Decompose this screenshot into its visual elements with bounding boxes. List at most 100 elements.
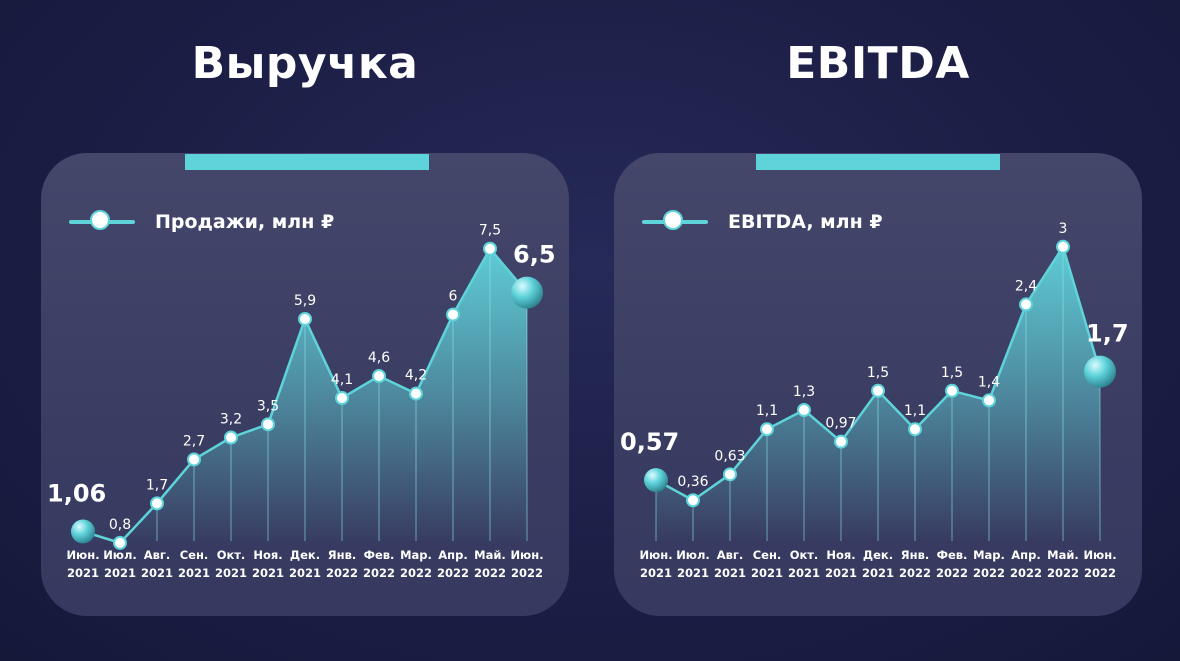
revenue-legend: Продажи, млн ₽ (69, 207, 334, 237)
x-tick-label-month: Апр. (438, 548, 467, 562)
x-tick-label-year: 2021 (67, 566, 99, 580)
highlight-point (1084, 355, 1116, 388)
data-point (298, 311, 312, 326)
x-tick-label-month: Янв. (328, 548, 356, 562)
x-tick-label-year: 2022 (936, 566, 968, 580)
ebitda-accent-bar (756, 154, 1000, 170)
x-tick-label-year: 2021 (141, 566, 173, 580)
x-tick-label-month: Фев. (937, 548, 968, 562)
highlight-point (511, 276, 543, 309)
x-tick-label-year: 2021 (677, 566, 709, 580)
x-tick-label-year: 2022 (326, 566, 358, 580)
revenue-panel: Выручка 1,06 0,8 1,7 2,7 3,2 3,5 5,9 4,1 4,6 4,2 6… (35, 0, 575, 661)
data-label: 0,36 (677, 474, 708, 490)
data-point (372, 369, 386, 384)
x-tick-label-month: Мар. (400, 548, 432, 562)
revenue-accent-bar (185, 154, 429, 170)
data-label: 6,5 (513, 241, 556, 269)
data-label: 1,3 (793, 384, 815, 400)
x-tick-label-year: 2022 (899, 566, 931, 580)
x-tick-label-month: Окт. (790, 548, 819, 562)
data-point (224, 430, 238, 445)
x-tick-label-month: Авг. (144, 548, 171, 562)
data-point (908, 422, 922, 437)
data-point (1056, 239, 1070, 254)
x-tick-label-month: Фев. (364, 548, 395, 562)
data-label: 3,2 (220, 412, 242, 428)
data-label: 0,57 (620, 428, 679, 456)
x-tick-label-month: Сен. (753, 548, 782, 562)
revenue-chart: 1,060,8 1,7 2,7 3,2 3,5 5,9 4,1 4,6 4,2 6 7,5 6,5 Ию… (47, 223, 556, 580)
data-point (446, 307, 460, 322)
x-tick-label-year: 2021 (825, 566, 857, 580)
x-tick-label-month: Июн. (1083, 548, 1116, 562)
data-label: 2,7 (183, 433, 205, 449)
data-label: 0,63 (714, 448, 745, 464)
data-point (483, 241, 497, 256)
x-tick-label-year: 2021 (640, 566, 672, 580)
ebitda-chart: 0,57 0,36 0,63 1,1 1,3 0,97 1,5 1,1 1,5 1,4 2,4 3 1,… (620, 221, 1129, 580)
x-tick-label-month: Янв. (901, 548, 929, 562)
x-tick-label-month: Май. (474, 548, 506, 562)
data-label: 7,5 (479, 223, 501, 239)
data-label: 1,06 (47, 479, 106, 507)
data-label: 4,1 (331, 372, 353, 388)
x-tick-label-month: Июн. (639, 548, 672, 562)
x-tick-label-month: Ноя. (826, 548, 855, 562)
highlight-point (644, 468, 668, 493)
x-tick-label-month: Дек. (863, 548, 893, 562)
data-point (797, 403, 811, 417)
data-label: 3,5 (257, 398, 279, 414)
x-tick-label-month: Мар. (973, 548, 1005, 562)
data-point (113, 535, 127, 550)
data-label: 1,1 (904, 403, 926, 419)
x-tick-label-year: 2022 (1047, 566, 1079, 580)
x-tick-label-month: Окт. (217, 548, 246, 562)
x-tick-label-year: 2021 (178, 566, 210, 580)
data-label: 3 (1059, 221, 1068, 237)
x-tick-label-month: Дек. (290, 548, 320, 562)
x-tick-label-month: Авг. (717, 548, 744, 562)
data-point (871, 383, 885, 398)
data-label: 0,8 (109, 517, 131, 533)
data-label: 2,4 (1015, 278, 1037, 294)
revenue-title: Выручка (191, 38, 419, 89)
data-label: 1,5 (941, 365, 963, 381)
x-tick-label-year: 2021 (862, 566, 894, 580)
data-label: 1,7 (146, 477, 168, 493)
ebitda-legend: EBITDA, млн ₽ (642, 207, 883, 237)
data-point (1019, 297, 1033, 312)
data-label: 6 (449, 289, 458, 305)
x-tick-label-month: Ноя. (253, 548, 282, 562)
data-point (150, 496, 164, 511)
x-tick-label-month: Май. (1047, 548, 1079, 562)
data-label: 0,97 (825, 416, 856, 432)
x-tick-label-year: 2022 (511, 566, 543, 580)
x-tick-label-month: Апр. (1011, 548, 1040, 562)
data-label: 1,4 (978, 374, 1000, 390)
data-point (686, 493, 700, 508)
data-point (261, 417, 275, 432)
x-tick-label-month: Июл. (676, 548, 710, 562)
legend-line-icon (642, 210, 708, 230)
data-point (760, 422, 774, 437)
x-tick-label-year: 2021 (788, 566, 820, 580)
data-label: 1,7 (1086, 320, 1129, 348)
data-point (187, 452, 201, 467)
x-tick-label-year: 2022 (1010, 566, 1042, 580)
data-point (945, 383, 959, 398)
x-tick-label-year: 2021 (714, 566, 746, 580)
x-tick-label-year: 2021 (751, 566, 783, 580)
x-tick-label-year: 2021 (289, 566, 321, 580)
x-tick-label-year: 2021 (252, 566, 284, 580)
revenue-legend-label: Продажи, млн ₽ (155, 211, 335, 233)
x-tick-label-month: Июн. (510, 548, 543, 562)
x-tick-label-year: 2021 (215, 566, 247, 580)
data-label: 5,9 (294, 293, 316, 309)
data-label: 4,6 (368, 350, 390, 366)
data-point (982, 393, 996, 408)
x-tick-label-month: Июн. (66, 548, 99, 562)
x-tick-label-year: 2022 (437, 566, 469, 580)
x-tick-label-year: 2022 (474, 566, 506, 580)
data-point (409, 386, 423, 401)
